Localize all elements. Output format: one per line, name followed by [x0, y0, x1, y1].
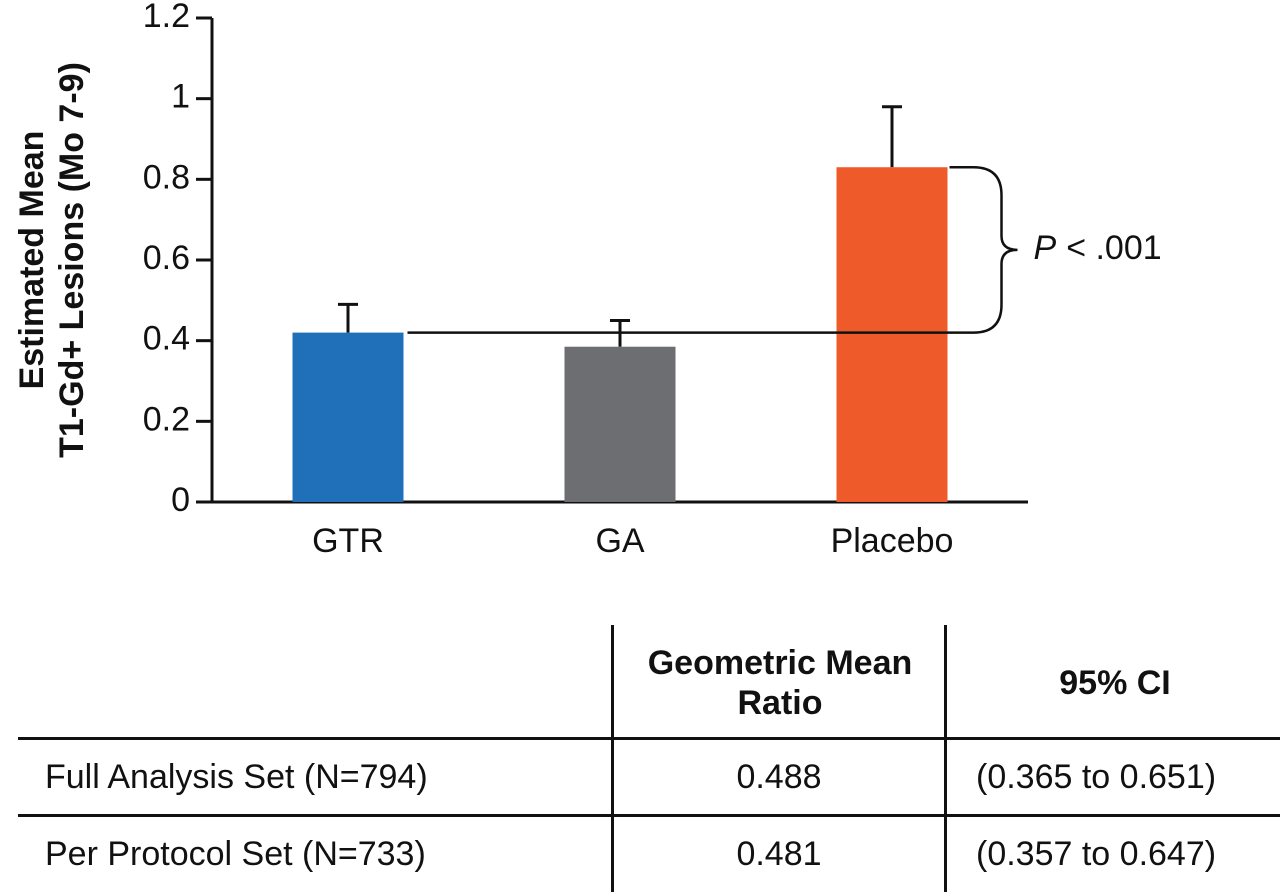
comparison-bracket	[407, 165, 1018, 334]
table-divider	[944, 625, 947, 892]
table-divider	[611, 625, 614, 892]
table-cell: (0.357 to 0.647)	[976, 835, 1217, 873]
y-label-1: Estimated Mean	[13, 131, 51, 390]
y-tick-label: 1	[171, 78, 190, 116]
chart: Estimated Mean T1-Gd+ Lesions (Mo 7-9) 0…	[13, 0, 1162, 560]
table-header: Geometric Mean Ratio	[647, 643, 913, 722]
y-tick-label: 0.8	[143, 158, 190, 196]
y-tick-label: 0.4	[143, 320, 190, 358]
table-cell: 0.481	[736, 835, 822, 873]
annotation-symbol: P	[1034, 229, 1057, 267]
y-tick-label: 0	[171, 481, 190, 519]
table-cell: Per Protocol Set (N=733)	[45, 835, 426, 873]
table-divider	[18, 814, 1280, 817]
table-divider	[18, 737, 1280, 740]
y-label: Estimated Mean	[13, 131, 51, 390]
bar	[292, 332, 404, 502]
annotation: P < .001	[1034, 229, 1162, 267]
annotation-text: < .001	[1066, 229, 1161, 267]
table-cell: (0.365 to 0.651)	[976, 757, 1217, 796]
x-tick-label: Placebo	[831, 522, 954, 560]
table-cell: 0.488	[736, 757, 822, 796]
y-tick-label: 1.2	[143, 0, 190, 35]
y-label-2: T1-Gd+ Lesions (Mo 7-9)	[53, 62, 91, 458]
table-cell: Full Analysis Set (N=794)	[45, 757, 428, 796]
x-tick-label: GA	[595, 522, 644, 560]
table-header: 95% CI	[1059, 663, 1171, 702]
y-label: T1-Gd+ Lesions (Mo 7-9)	[53, 62, 91, 458]
bar	[564, 346, 676, 502]
y-tick-label: 0.2	[143, 400, 190, 438]
bar	[836, 167, 948, 502]
x-tick-label: GTR	[312, 522, 384, 560]
y-tick-label: 0.6	[143, 239, 190, 277]
